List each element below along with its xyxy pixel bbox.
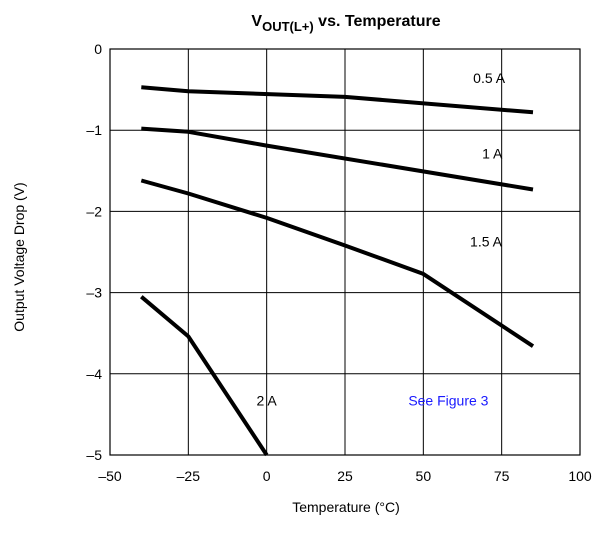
y-axis-label: Output Voltage Drop (V) <box>11 182 27 331</box>
annotation-note: See Figure 3 <box>408 392 488 408</box>
x-tick-label: 0 <box>263 468 271 484</box>
x-tick-label: 25 <box>337 468 353 484</box>
x-axis-label: Temperature (°C) <box>292 499 400 515</box>
plot-frame <box>109 48 581 456</box>
series-label: 2 A <box>257 392 278 408</box>
plot-area: –50 –25 0 25 50 75 100 0 –1 –2 –3 –4 –5 0.5 A 1 A 1.5 A… <box>86 41 591 484</box>
chart-title-rest: vs. Temperature <box>314 13 441 30</box>
chart-title-main: V <box>251 13 262 30</box>
y-tick-label: –1 <box>86 122 102 138</box>
x-tick-label: –25 <box>177 468 201 484</box>
y-tick-label: 0 <box>94 41 102 57</box>
x-tick-label: 75 <box>494 468 510 484</box>
series-line <box>140 178 535 348</box>
x-tick-label: 50 <box>416 468 432 484</box>
series-line <box>141 85 534 115</box>
x-tick-label: –50 <box>98 468 122 484</box>
series-label: 1 A <box>482 146 503 162</box>
series-line <box>140 295 269 457</box>
series-label: 0.5 A <box>473 70 506 86</box>
series-label: 1.5 A <box>470 233 503 249</box>
y-tick-label: –2 <box>86 203 102 219</box>
series-line <box>141 126 534 192</box>
y-tick-label: –4 <box>86 366 102 382</box>
y-tick-label: –3 <box>86 285 102 301</box>
chart-title-subscript: OUT(L+) <box>262 19 314 34</box>
x-tick-label: 100 <box>568 468 592 484</box>
y-tick-label: –5 <box>86 447 102 463</box>
chart-title: VOUT(L+) vs. Temperature <box>251 13 440 34</box>
